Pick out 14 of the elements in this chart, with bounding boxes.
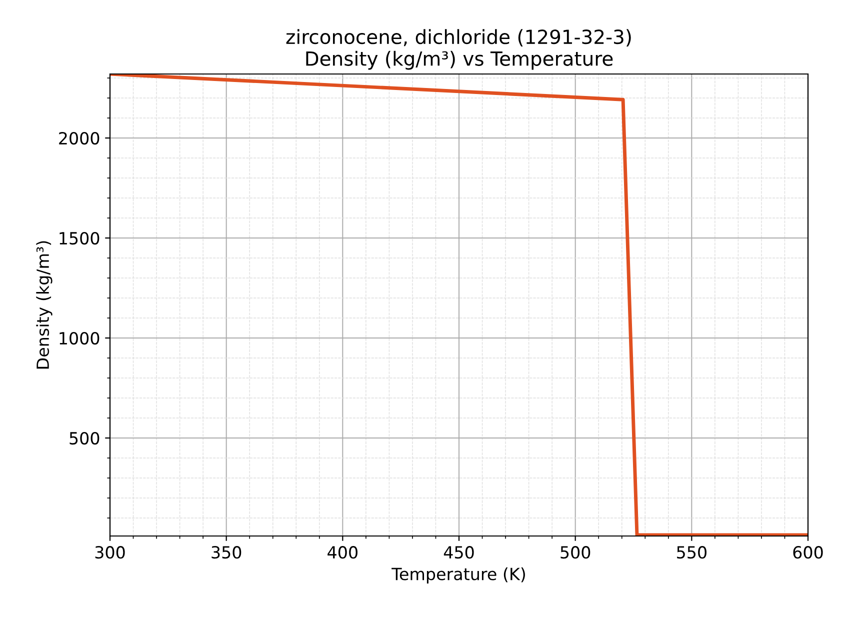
y-tick-label: 1000 bbox=[60, 332, 100, 345]
x-tick-label: 550 bbox=[677, 546, 706, 559]
chart-title: zirconocene, dichloride (1291-32-3) Density (kg/m³) vs Temperature bbox=[286, 29, 631, 70]
y-tick-label: 1500 bbox=[60, 232, 100, 245]
y-tick-label: 500 bbox=[70, 432, 100, 445]
x-tick-label: 300 bbox=[95, 546, 125, 559]
x-tick-label: 350 bbox=[212, 546, 242, 559]
x-tick-label: 450 bbox=[444, 546, 474, 559]
x-axis-title: Temperature (K) bbox=[392, 567, 525, 584]
y-axis-title: Density (kg/m³) bbox=[36, 241, 52, 369]
x-tick-label: 500 bbox=[560, 546, 590, 559]
y-tick-label: 2000 bbox=[59, 132, 100, 145]
x-tick-label: 600 bbox=[793, 546, 823, 559]
x-tick-label: 400 bbox=[328, 546, 358, 559]
